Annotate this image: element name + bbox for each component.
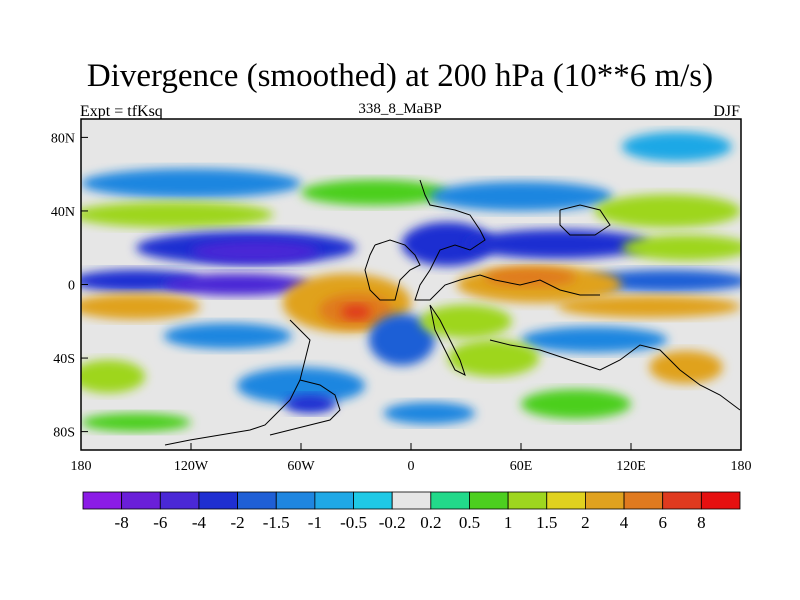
colorbar-label: -1 <box>308 513 322 532</box>
x-tick-label: 180 <box>71 459 92 474</box>
colorbar-label: 4 <box>620 513 629 532</box>
colorbar-label: -4 <box>192 513 207 532</box>
x-tick-label: 120W <box>174 459 209 474</box>
experiment-label: Expt = tfKsq <box>80 103 163 120</box>
field-blob <box>557 295 741 318</box>
x-tick-label: 120E <box>616 459 646 474</box>
divergence-field <box>81 131 741 432</box>
colorbar-swatch <box>585 491 625 510</box>
colorbar-label: 1.5 <box>536 513 557 532</box>
field-blob <box>621 131 732 162</box>
colorbar-label: -0.2 <box>379 513 406 532</box>
y-tick-label: 0 <box>68 279 75 294</box>
field-blob <box>447 339 540 377</box>
colorbar-swatch <box>391 491 432 510</box>
run-label: 338_8_MaBP <box>358 101 442 117</box>
colorbar-swatch <box>314 491 354 510</box>
y-axis: 80N 40N 0 40S 80S <box>51 131 88 441</box>
colorbar-swatch <box>198 491 238 510</box>
season-label: DJF <box>713 103 740 120</box>
field-blob <box>368 313 435 366</box>
colorbar-swatch <box>662 491 702 510</box>
field-blob <box>81 413 191 432</box>
field-blob <box>649 350 723 384</box>
colorbar-swatch <box>237 491 277 510</box>
field-blob <box>301 179 448 206</box>
x-tick-label: 180 <box>731 459 752 474</box>
field-blob <box>383 402 476 425</box>
field-blob <box>401 221 494 267</box>
colorbar: -8 -6 -4 -2 -1.5 -1 -0.5 -0.2 0.2 0.5 1 1.5 2 4 6 8 <box>82 491 741 532</box>
colorbar-swatch <box>546 491 586 510</box>
colorbar-swatch <box>275 491 316 510</box>
field-blob <box>236 367 366 405</box>
field-blob <box>81 168 301 199</box>
field-blob <box>594 194 741 228</box>
colorbar-swatch <box>430 491 470 510</box>
coastline-outline <box>164 179 741 446</box>
colorbar-label: 0.2 <box>420 513 441 532</box>
y-tick-label: 80S <box>53 426 75 441</box>
colorbar-label: 1 <box>504 513 513 532</box>
field-blob <box>191 240 320 263</box>
field-blob <box>429 181 613 211</box>
field-blob <box>420 304 512 338</box>
colorbar-swatch <box>700 491 741 510</box>
colorbar-swatch <box>469 491 509 510</box>
x-tick-label: 60E <box>510 459 533 474</box>
colorbar-label: 6 <box>658 513 667 532</box>
field-blob <box>585 269 741 292</box>
field-blob <box>484 267 576 287</box>
field-blob <box>81 359 146 393</box>
field-blob <box>521 326 668 353</box>
colorbar-label: -0.5 <box>340 513 367 532</box>
field-blob <box>81 293 201 320</box>
y-tick-label: 40N <box>51 205 75 220</box>
colorbar-label: 0.5 <box>459 513 480 532</box>
x-tick-label: 60W <box>287 459 315 474</box>
field-blob <box>341 304 371 320</box>
colorbar-label: 8 <box>697 513 706 532</box>
field-blob <box>163 273 311 296</box>
colorbar-swatch <box>82 491 123 510</box>
colorbar-swatch <box>353 491 393 510</box>
colorbar-swatch <box>623 491 664 510</box>
chart-title: Divergence (smoothed) at 200 hPa (10**6 … <box>86 58 714 94</box>
field-blob <box>163 323 292 349</box>
y-tick-label: 40S <box>53 352 75 367</box>
colorbar-swatch <box>159 491 200 510</box>
colorbar-swatch <box>121 491 161 510</box>
field-blob <box>466 229 650 259</box>
field-blob <box>81 201 274 228</box>
colorbar-label: -8 <box>115 513 129 532</box>
x-axis: 180 120W 60W 0 60E 120E 180 <box>71 443 752 474</box>
colorbar-label: -1.5 <box>263 513 290 532</box>
field-blob <box>284 394 336 414</box>
x-tick-label: 0 <box>408 459 415 474</box>
field-blob <box>521 389 631 419</box>
colorbar-swatch <box>507 491 548 510</box>
field-blob <box>621 234 741 261</box>
colorbar-label: -6 <box>153 513 167 532</box>
colorbar-label: 2 <box>581 513 590 532</box>
y-tick-label: 80N <box>51 131 75 146</box>
colorbar-label: -2 <box>231 513 245 532</box>
